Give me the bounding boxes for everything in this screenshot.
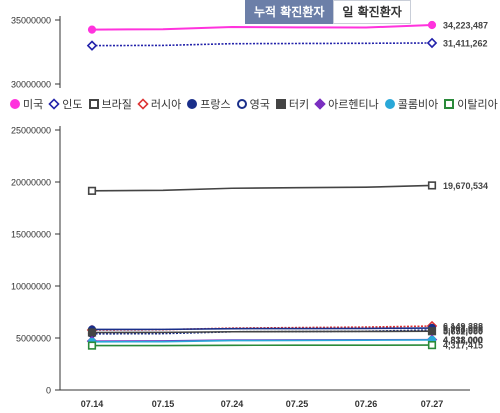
data-point-end (427, 340, 437, 350)
y-tick-label: 15000000 (11, 230, 51, 240)
x-tick-label: 07.24 (221, 399, 244, 409)
data-label: 6,149,388 (443, 322, 483, 332)
legend-label: 프랑스 (200, 98, 231, 111)
data-label: 34,223,487 (443, 20, 488, 30)
y-tick-label: 5000000 (16, 334, 51, 344)
legend-label: 콜롬비아 (397, 98, 439, 111)
tab-cumulative-cases[interactable]: 누적 확진환자 (245, 0, 334, 24)
legend-marker-icon (10, 99, 20, 109)
legend-item[interactable]: 이탈리아 (444, 96, 498, 112)
chart-panel-0: 35000000 30000000 34,223,487 31,411,262 (11, 16, 488, 90)
series-line-0 (91, 184, 433, 192)
data-label: 4,838,000 (443, 335, 483, 345)
legend-label: 이탈리아 (457, 98, 498, 111)
tab-daily-cases[interactable]: 일 확진환자 (333, 0, 411, 24)
legend-item[interactable]: 미국 (10, 96, 43, 112)
legend-label: 미국 (23, 98, 44, 111)
y-tick-label: 35000000 (11, 16, 51, 26)
data-label: 4,811,000 (443, 335, 483, 345)
x-tick-label: 07.26 (355, 399, 378, 409)
data-label: 19,670,534 (443, 181, 488, 191)
legend-item[interactable]: 러시아 (137, 96, 182, 112)
legend-label: 인도 (62, 98, 83, 111)
data-label: 5,652,000 (443, 327, 483, 337)
data-point-end (426, 37, 438, 49)
legend-marker-icon (48, 98, 60, 110)
legend-item[interactable]: 콜롬비아 (384, 96, 439, 112)
series-line-2 (91, 327, 433, 331)
series-line-1 (91, 42, 433, 47)
data-point-start (87, 25, 97, 34)
chart-legend: 미국 인도 브라질 러시아 프랑스 영국 터키 아르헨티나 콜롬비아 이탈리아 (10, 96, 500, 112)
data-point-end (427, 20, 437, 30)
legend-label: 영국 (249, 98, 270, 111)
legend-item[interactable]: 영국 (236, 96, 270, 112)
y-tick-label: 30000000 (11, 80, 51, 90)
data-label: 31,411,262 (443, 38, 488, 48)
legend-label: 브라질 (101, 98, 132, 111)
data-point-start (87, 186, 97, 195)
legend-marker-icon (275, 99, 286, 109)
legend-marker-icon (137, 98, 149, 110)
legend-label: 러시아 (150, 98, 182, 111)
data-label: 5,961,908 (443, 324, 483, 334)
legend-marker-icon (384, 99, 395, 109)
x-tick-label: 07.27 (421, 399, 444, 409)
legend-marker-icon (236, 99, 247, 109)
y-tick-label: 20000000 (11, 178, 51, 188)
legend-label: 터키 (288, 98, 310, 111)
legend-item[interactable]: 브라질 (88, 96, 132, 112)
x-tick-label: 07.25 (286, 399, 309, 409)
chart-panel-1: 25000000 20000000 15000000 10000000 5000000 0… (11, 126, 488, 410)
series-line-0 (91, 23, 433, 31)
data-label: 5,770,928 (443, 325, 483, 335)
y-tick-label: 25000000 (11, 126, 51, 136)
y-tick-label: 10000000 (11, 282, 51, 292)
legend-item[interactable]: 인도 (48, 96, 83, 112)
data-point-end (427, 327, 437, 336)
x-tick-label: 07.15 (152, 399, 175, 409)
data-point-end (427, 181, 437, 190)
y-tick-label: 0 (46, 386, 51, 396)
legend-marker-icon (444, 99, 455, 109)
data-point-start (86, 40, 98, 51)
legend-item[interactable]: 터키 (275, 96, 310, 112)
x-tick-label: 07.14 (81, 399, 104, 409)
data-label: 4,317,415 (443, 341, 483, 351)
legend-marker-icon (314, 98, 326, 110)
legend-item[interactable]: 프랑스 (187, 96, 231, 112)
data-point-start (87, 328, 97, 337)
tab-bar: 누적 확진환자 일 확진환자 (245, 0, 411, 24)
legend-label: 아르헨티나 (328, 98, 379, 111)
series-line-4 (91, 330, 433, 334)
data-point-start (87, 341, 97, 350)
legend-marker-icon (187, 99, 198, 109)
legend-marker-icon (88, 99, 99, 109)
series-line-6 (91, 339, 433, 343)
legend-item[interactable]: 아르헨티나 (314, 96, 379, 112)
